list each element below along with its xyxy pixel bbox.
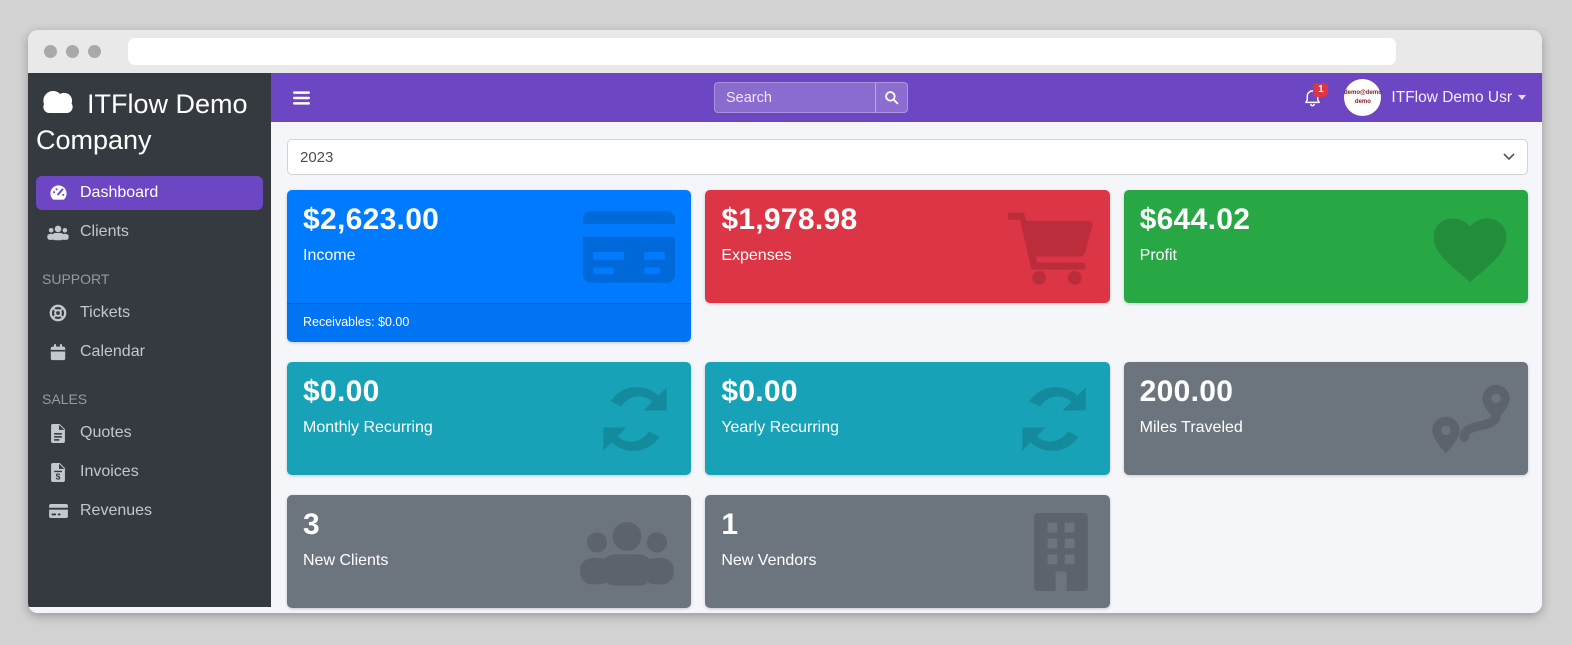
avatar[interactable]: demo@demo demo (1344, 79, 1382, 116)
credit-card-icon (579, 207, 676, 287)
sidebar-item-label: Invoices (80, 463, 139, 481)
window-controls (44, 45, 101, 58)
calendar-icon (46, 343, 70, 362)
income-footer: Receivables: $0.00 (287, 303, 692, 342)
building-icon (998, 512, 1094, 592)
expenses-card[interactable]: $1,978.98 Expenses (705, 190, 1110, 303)
heart-icon (1416, 207, 1512, 287)
monthly-recurring-card[interactable]: $0.00 Monthly Recurring (287, 362, 692, 475)
tachometer-icon (46, 184, 70, 203)
sidebar-item-clients[interactable]: Clients (36, 215, 263, 249)
income-value: $2,623.00 (303, 203, 440, 236)
income-label: Income (303, 247, 356, 264)
brand-label: ITFlow Demo Company (36, 89, 248, 155)
yearly-recurring-value: $0.00 (721, 375, 798, 408)
window-control-dot (88, 45, 101, 58)
life-ring-icon (46, 304, 70, 322)
user-menu[interactable]: ITFlow Demo Usr (1391, 88, 1512, 106)
search-button[interactable] (875, 82, 908, 113)
sidebar-item-label: Dashboard (80, 184, 159, 202)
profit-value: $644.02 (1139, 203, 1251, 236)
dashboard-content: 2023 $2,623.00 Income (271, 122, 1542, 613)
sidebar-section-header: SALES (42, 391, 88, 408)
miles-traveled-card[interactable]: 200.00 Miles Traveled (1123, 362, 1528, 475)
file-invoice-dollar-icon: $ (46, 462, 70, 482)
file-icon (46, 423, 70, 443)
sidebar-section-header: SUPPORT (42, 271, 110, 288)
top-navbar: 1 demo@demo demo ITFlow Demo Usr (271, 73, 1542, 122)
new-vendors-value: 1 (721, 508, 739, 541)
new-clients-label: New Clients (303, 552, 389, 569)
monthly-recurring-value: $0.00 (303, 375, 380, 408)
avatar-text: demo@demo (1344, 89, 1382, 96)
yearly-recurring-card[interactable]: $0.00 Yearly Recurring (705, 362, 1110, 475)
route-icon (1416, 379, 1512, 459)
new-clients-card[interactable]: 3 New Clients (287, 495, 692, 608)
sidebar-item-label: Revenues (80, 502, 153, 520)
monthly-recurring-label: Monthly Recurring (303, 419, 433, 436)
sidebar-item-revenues[interactable]: Revenues (36, 494, 263, 528)
sidebar-item-tickets[interactable]: Tickets (36, 296, 263, 330)
sidebar-item-label: Calendar (80, 343, 145, 361)
credit-card-icon (46, 503, 70, 519)
sidebar-item-label: Tickets (80, 304, 131, 322)
sidebar-item-calendar[interactable]: Calendar (36, 335, 263, 369)
search-icon (885, 91, 899, 105)
users-icon (579, 512, 675, 592)
year-select[interactable]: 2023 (287, 139, 1528, 175)
browser-window: ITFlow Demo Company Dashboar (28, 30, 1542, 613)
sidebar-item-label: Clients (80, 223, 129, 241)
notification-badge: 1 (1313, 82, 1329, 97)
new-clients-value: 3 (303, 508, 320, 541)
sidebar-item-invoices[interactable]: $ Invoices (36, 455, 263, 489)
income-card[interactable]: $2,623.00 Income Receivables: $0.00 (287, 190, 692, 342)
expenses-value: $1,978.98 (721, 203, 858, 236)
browser-chrome (28, 30, 1542, 73)
users-icon (46, 224, 70, 241)
shopping-cart-icon (998, 207, 1094, 287)
sidebar: ITFlow Demo Company Dashboar (28, 73, 271, 607)
sidebar-item-quotes[interactable]: Quotes (36, 416, 263, 450)
hamburger-icon (293, 90, 310, 105)
window-control-dot (66, 45, 79, 58)
search-input[interactable] (714, 82, 875, 113)
window-control-dot (44, 45, 57, 58)
avatar-text: demo (1354, 98, 1371, 105)
url-bar[interactable] (128, 38, 1396, 65)
sync-icon (579, 379, 675, 459)
yearly-recurring-label: Yearly Recurring (721, 419, 840, 436)
profit-label: Profit (1139, 247, 1177, 264)
new-vendors-card[interactable]: 1 New Vendors (705, 495, 1110, 608)
notifications-button[interactable]: 1 (1303, 82, 1329, 108)
sidebar-toggle-button[interactable] (293, 90, 310, 105)
profit-card[interactable]: $644.02 Profit (1123, 190, 1528, 303)
miles-traveled-value: 200.00 (1139, 375, 1234, 408)
miles-traveled-label: Miles Traveled (1139, 419, 1243, 436)
caret-down-icon[interactable] (1518, 95, 1526, 100)
brand-link[interactable]: ITFlow Demo Company (36, 85, 263, 164)
navbar-search (714, 82, 908, 113)
expenses-label: Expenses (721, 247, 792, 264)
cloud-icon (43, 91, 73, 113)
sidebar-item-dashboard[interactable]: Dashboard (36, 176, 263, 211)
sidebar-item-label: Quotes (80, 424, 132, 442)
sync-icon (998, 379, 1094, 459)
new-vendors-label: New Vendors (721, 552, 817, 569)
svg-text:$: $ (56, 471, 61, 481)
